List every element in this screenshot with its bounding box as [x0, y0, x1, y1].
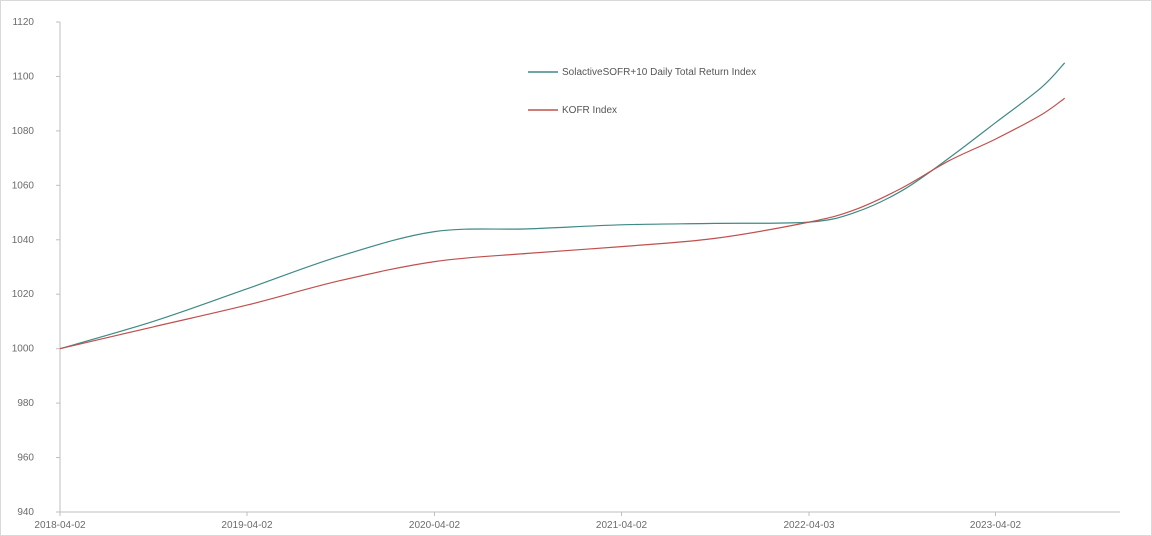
- y-tick-label: 980: [17, 398, 34, 409]
- axes: [59, 22, 1120, 513]
- legend-label-0: SolactiveSOFR+10 Daily Total Return Inde…: [562, 67, 756, 78]
- x-tick-label: 2018-04-02: [34, 520, 86, 531]
- y-tick-label: 940: [17, 507, 34, 518]
- y-tick-label: 960: [17, 453, 34, 464]
- series-line-0: [59, 62, 1066, 350]
- y-tick-label: 1040: [12, 235, 35, 246]
- y-tick-label: 1100: [12, 71, 34, 82]
- y-tick-label: 1020: [12, 289, 35, 300]
- y-tick-label: 1080: [12, 126, 35, 137]
- series-line-1: [59, 97, 1066, 350]
- x-tick-label: 2023-04-02: [970, 520, 1022, 531]
- x-tick-label: 2022-04-03: [783, 520, 835, 531]
- legend: SolactiveSOFR+10 Daily Total Return Inde…: [528, 67, 756, 116]
- y-tick-label: 1120: [12, 17, 34, 28]
- x-tick-label: 2020-04-02: [409, 520, 461, 531]
- x-tick-label: 2021-04-02: [596, 520, 648, 531]
- legend-label-1: KOFR Index: [562, 105, 617, 116]
- y-tick-label: 1000: [12, 344, 35, 355]
- series-lines: [59, 62, 1066, 350]
- y-axis-ticks: 940 960 980 1000 1020 1040 1060 1080 1100 1120: [12, 17, 60, 518]
- y-tick-label: 1060: [12, 180, 35, 191]
- x-axis-ticks: 2018-04-02 2019-04-02 2020-04-02 2021-04-02…: [34, 512, 1022, 531]
- x-tick-label: 2019-04-02: [221, 520, 273, 531]
